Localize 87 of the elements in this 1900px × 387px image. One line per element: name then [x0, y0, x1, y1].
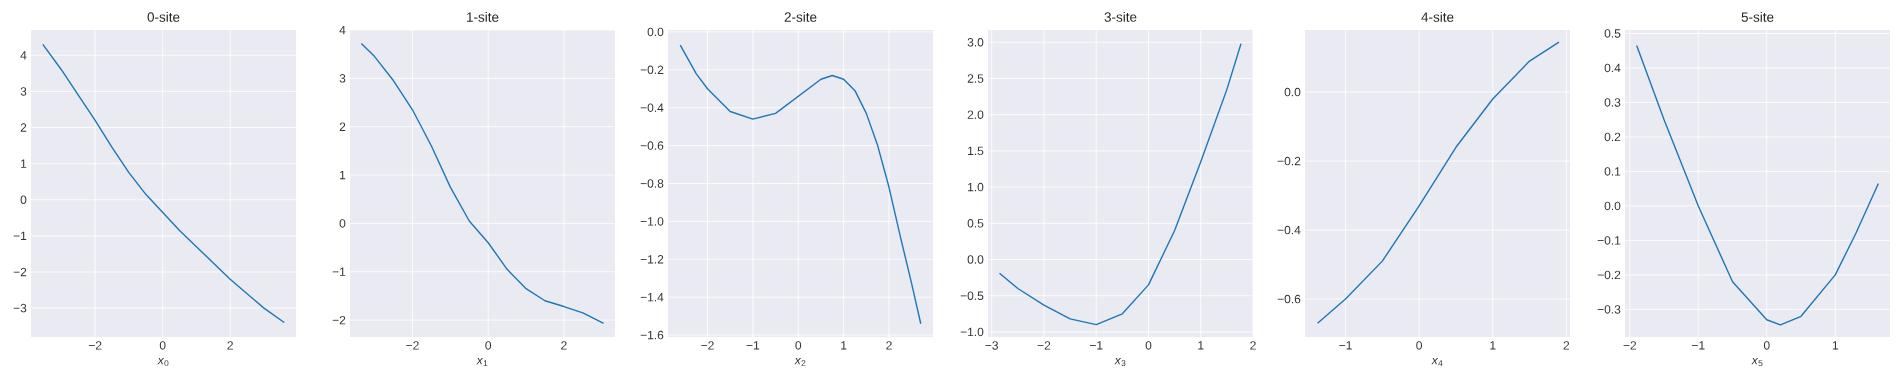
y-tick-label: 1: [340, 170, 346, 180]
x-tick-label: 1: [1490, 341, 1496, 350]
y-tick-label: 0.0: [1604, 201, 1621, 211]
x-tick-label: 0: [1763, 341, 1770, 350]
y-tick-label: 4: [339, 25, 346, 35]
x-axis-title: x$_{4}$: [1431, 357, 1443, 367]
x-tick-label: 2: [227, 341, 233, 350]
x-tick-label: −1: [746, 341, 760, 350]
y-tick-label: −0.2: [1597, 270, 1621, 280]
y-tick-label: −2: [13, 267, 27, 277]
y-tick-label: 0.5: [1604, 29, 1621, 38]
y-tick-label: 3: [20, 87, 27, 96]
x-tick-label: 1: [1832, 341, 1839, 350]
line-series: [1316, 41, 1560, 324]
x-axis-title: x$_{3}$: [1114, 357, 1126, 367]
y-tick-label: −0.1: [1597, 236, 1621, 245]
chart-title: 2-site: [784, 11, 817, 22]
y-tick-label: −0.5: [960, 291, 984, 300]
x-tick-label: −1: [1692, 341, 1705, 350]
y-tick-label: −0.4: [1277, 225, 1301, 235]
y-tick-label: −1.6: [640, 330, 664, 340]
x-tick-label: −2: [1623, 341, 1637, 350]
y-tick-label: −0.2: [640, 65, 664, 75]
x-tick-label: 0: [795, 341, 802, 350]
x-tick-label: −2: [406, 341, 419, 350]
y-tick-label: 0.4: [1604, 63, 1621, 73]
chart-title: 0-site: [147, 11, 180, 22]
x-tick-label: 1: [1198, 341, 1204, 350]
x-tick-label: 0: [485, 341, 492, 350]
y-tick-label: 0.0: [967, 255, 984, 264]
y-tick-label: 1.5: [968, 146, 984, 156]
y-tick-label: 1: [21, 159, 27, 168]
x-tick-label: 0: [159, 341, 166, 350]
y-tick-label: −1: [332, 267, 346, 276]
chart-title: 1-site: [467, 11, 499, 22]
line-series: [1635, 44, 1880, 326]
chart-title: 3-site: [1104, 11, 1137, 22]
x-axis-title: x$_{5}$: [1751, 357, 1763, 367]
y-tick-label: 0: [339, 219, 346, 228]
y-tick-label: 0.0: [1284, 87, 1301, 97]
y-tick-label: −3: [13, 303, 27, 313]
y-tick-label: 2.5: [967, 74, 984, 83]
y-tick-label: 0.5: [967, 219, 984, 228]
x-tick-label: −2: [1037, 341, 1051, 350]
x-tick-label: 2: [1250, 341, 1256, 350]
y-tick-label: −1.0: [960, 327, 984, 337]
y-tick-label: 2: [20, 123, 27, 132]
y-tick-label: −1.2: [640, 255, 664, 264]
x-tick-label: 0: [1145, 341, 1152, 350]
x-tick-label: 2: [886, 341, 892, 350]
x-tick-label: −2: [701, 341, 714, 350]
y-tick-label: 0.0: [647, 27, 664, 37]
x-tick-label: 2: [561, 341, 567, 350]
x-tick-label: −2: [88, 341, 102, 350]
y-tick-label: 3: [339, 74, 346, 83]
y-tick-label: 4: [20, 51, 27, 60]
y-tick-label: 0.2: [1604, 132, 1621, 142]
y-tick-label: −0.3: [1597, 305, 1621, 314]
y-tick-label: −0.4: [640, 103, 664, 112]
x-tick-label: 1: [841, 341, 847, 350]
y-tick-label: −0.6: [640, 141, 664, 150]
y-tick-label: 3.0: [967, 38, 984, 47]
y-tick-label: 0.1: [1604, 167, 1621, 176]
y-tick-label: −0.2: [1277, 156, 1301, 166]
y-tick-label: 0.3: [1604, 98, 1621, 107]
x-tick-label: 2: [1563, 341, 1570, 350]
x-tick-label: −1: [1339, 341, 1352, 350]
line-series: [360, 42, 605, 325]
line-series: [998, 43, 1242, 326]
x-axis-title: x$_{1}$: [476, 357, 488, 367]
x-tick-label: 0: [1416, 341, 1422, 350]
y-tick-label: −2: [332, 315, 346, 325]
chart-title: 5-site: [1741, 11, 1774, 22]
y-tick-label: −1.4: [640, 293, 664, 302]
x-axis-title: x$_{0}$: [157, 357, 169, 367]
y-tick-label: 0: [20, 195, 27, 205]
x-tick-label: −3: [985, 341, 998, 350]
y-tick-label: −1: [13, 231, 27, 240]
x-tick-label: −1: [1089, 341, 1103, 350]
y-tick-label: −0.6: [1277, 294, 1301, 304]
y-tick-label: −0.8: [640, 179, 664, 188]
y-tick-label: 1.0: [968, 182, 984, 192]
y-tick-label: −1.0: [640, 217, 664, 226]
y-tick-label: 2.0: [967, 110, 984, 119]
chart-title: 4-site: [1421, 11, 1454, 22]
x-axis-title: x$_{2}$: [794, 357, 806, 367]
y-tick-label: 2: [339, 122, 346, 131]
